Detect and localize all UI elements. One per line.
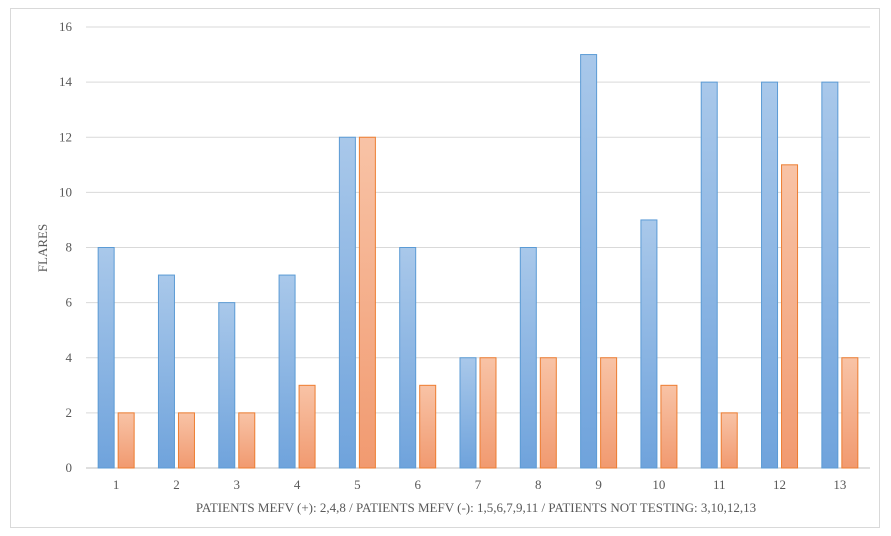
bar-series2-6 <box>419 384 437 469</box>
bar-series1-2 <box>157 274 175 469</box>
y-tick-label: 2 <box>66 405 73 420</box>
x-axis-title: PATIENTS MEFV (+): 2,4,8 / PATIENTS MEFV… <box>196 500 756 515</box>
x-tick-label: 12 <box>773 477 786 492</box>
y-axis-ticks: 0 2 4 6 8 10 12 14 16 <box>59 19 73 475</box>
bar-series1-6 <box>399 247 417 469</box>
bar-series2-11 <box>720 412 738 469</box>
bar-series2-12 <box>781 164 799 469</box>
bar-series2-5 <box>358 136 376 469</box>
bar-series1-11 <box>700 81 718 469</box>
x-tick-label: 5 <box>354 477 361 492</box>
bars <box>97 54 859 469</box>
y-tick-label: 6 <box>66 295 73 310</box>
bar-series1-1 <box>97 247 115 469</box>
x-tick-label: 10 <box>652 477 665 492</box>
gridlines <box>86 26 870 469</box>
y-tick-label: 10 <box>59 184 72 199</box>
y-tick-label: 12 <box>59 129 72 144</box>
bar-series1-5 <box>338 136 356 469</box>
x-tick-label: 8 <box>535 477 542 492</box>
x-tick-label: 13 <box>833 477 846 492</box>
x-axis-ticks: 1 2 3 4 5 6 7 8 9 10 11 12 13 <box>113 477 846 492</box>
bar-series1-12 <box>761 81 779 469</box>
bar-series2-1 <box>117 412 135 469</box>
bar-series1-7 <box>459 357 477 469</box>
bar-series1-4 <box>278 274 296 469</box>
y-tick-label: 4 <box>66 350 73 365</box>
y-tick-label: 14 <box>59 74 73 89</box>
y-tick-label: 0 <box>66 460 73 475</box>
y-tick-label: 16 <box>59 19 73 34</box>
y-tick-label: 8 <box>66 240 73 255</box>
x-tick-label: 9 <box>595 477 602 492</box>
bar-series1-8 <box>519 247 537 469</box>
bar-series1-9 <box>580 54 598 469</box>
bar-series1-3 <box>218 302 236 469</box>
bar-series2-7 <box>479 357 497 469</box>
x-tick-label: 7 <box>475 477 482 492</box>
x-tick-label: 4 <box>294 477 301 492</box>
x-tick-label: 2 <box>173 477 180 492</box>
x-tick-label: 1 <box>113 477 120 492</box>
bar-series2-13 <box>841 357 859 469</box>
x-tick-label: 11 <box>713 477 726 492</box>
x-tick-label: 3 <box>234 477 241 492</box>
bar-series1-10 <box>640 219 658 469</box>
bar-series2-9 <box>600 357 618 469</box>
x-tick-label: 6 <box>414 477 421 492</box>
bar-series2-2 <box>177 412 195 469</box>
bar-series2-8 <box>539 357 557 469</box>
bar-series2-3 <box>238 412 256 469</box>
y-axis-title: FLARES <box>35 224 50 272</box>
bar-series1-13 <box>821 81 839 469</box>
bar-series2-4 <box>298 384 316 469</box>
bar-series2-10 <box>660 384 678 469</box>
